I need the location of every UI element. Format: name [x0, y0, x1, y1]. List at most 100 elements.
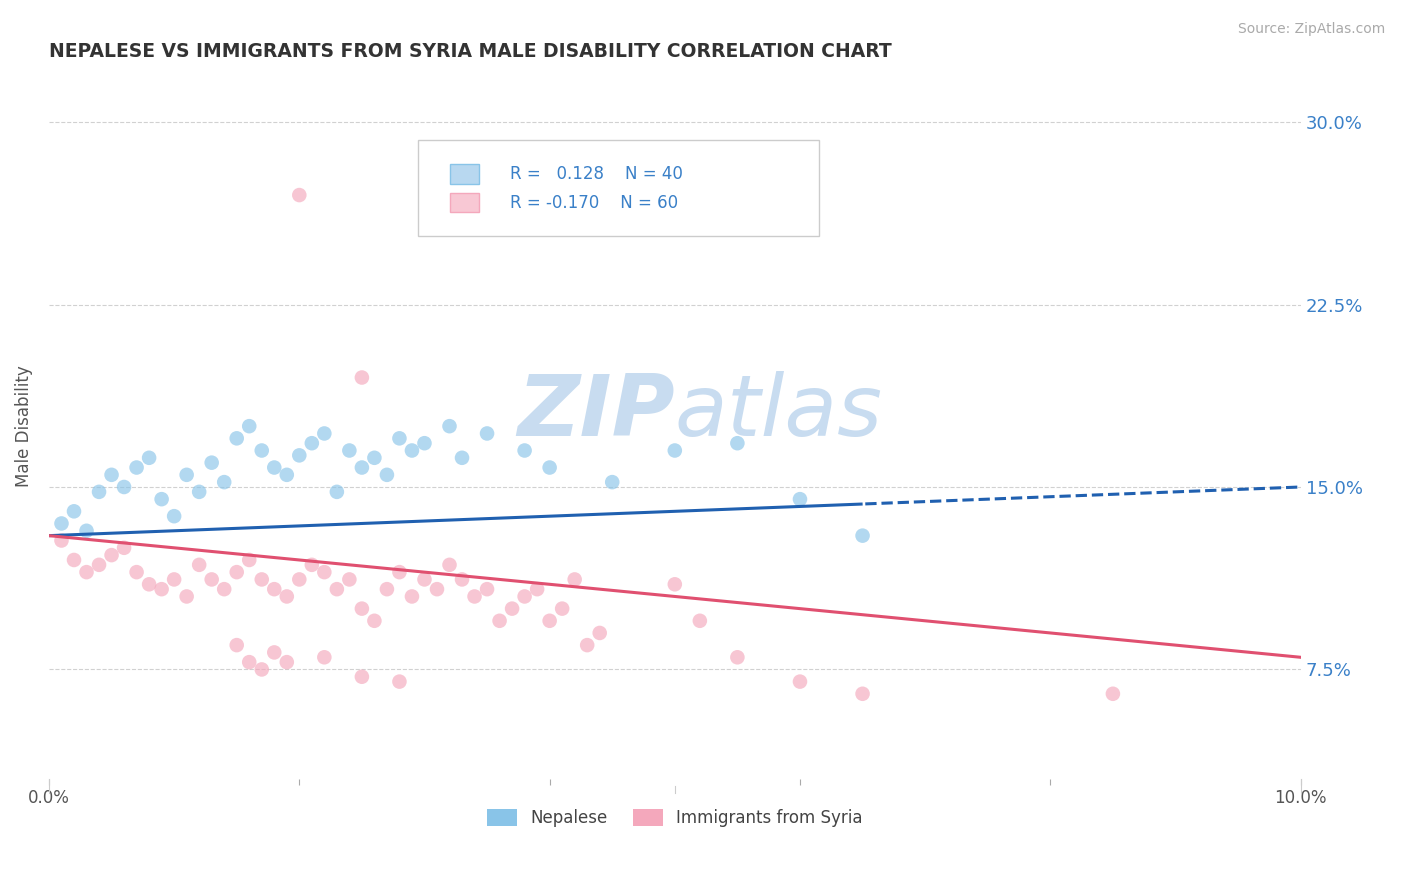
Point [388, 431, 411, 445]
Y-axis label: Male Disability: Male Disability [15, 366, 32, 487]
Point [501, 601, 523, 615]
Point [125, 460, 148, 475]
Point [413, 573, 436, 587]
Point [288, 448, 311, 462]
Legend: Nepalese, Immigrants from Syria: Nepalese, Immigrants from Syria [481, 803, 869, 834]
Point [664, 443, 686, 458]
Point [150, 492, 173, 507]
Point [212, 475, 235, 489]
Point [314, 650, 336, 665]
Point [326, 484, 349, 499]
Point [426, 582, 449, 596]
Text: R = -0.170    N = 60: R = -0.170 N = 60 [509, 194, 678, 211]
Point [51, 533, 73, 548]
Point [439, 558, 461, 572]
Point [225, 638, 247, 652]
Point [363, 614, 385, 628]
Point [63, 504, 86, 518]
Point [238, 553, 260, 567]
FancyBboxPatch shape [450, 164, 479, 184]
Point [337, 573, 360, 587]
Point [212, 582, 235, 596]
Point [263, 582, 285, 596]
Point [401, 443, 423, 458]
Point [138, 450, 160, 465]
Point [276, 590, 298, 604]
Point [363, 450, 385, 465]
Point [350, 601, 373, 615]
Point [350, 670, 373, 684]
Point [538, 460, 561, 475]
Point [87, 558, 110, 572]
Point [76, 565, 98, 579]
Text: atlas: atlas [675, 370, 883, 453]
Point [201, 456, 224, 470]
Point [276, 655, 298, 669]
Point [326, 582, 349, 596]
Point [301, 436, 323, 450]
Point [551, 601, 574, 615]
Point [288, 188, 311, 202]
Point [689, 614, 711, 628]
Point [250, 443, 273, 458]
Point [388, 565, 411, 579]
Point [589, 626, 612, 640]
Point [176, 590, 198, 604]
Point [664, 577, 686, 591]
Point [238, 655, 260, 669]
Point [188, 484, 211, 499]
Point [263, 460, 285, 475]
Point [125, 565, 148, 579]
Point [87, 484, 110, 499]
FancyBboxPatch shape [450, 193, 479, 212]
Point [188, 558, 211, 572]
Point [263, 645, 285, 659]
Point [163, 573, 186, 587]
Point [276, 467, 298, 482]
Point [413, 436, 436, 450]
Point [314, 426, 336, 441]
Point [163, 509, 186, 524]
Point [488, 614, 510, 628]
Point [600, 475, 623, 489]
Point [250, 662, 273, 676]
Point [100, 548, 122, 562]
Point [439, 419, 461, 434]
Text: Source: ZipAtlas.com: Source: ZipAtlas.com [1237, 22, 1385, 37]
Point [238, 419, 260, 434]
Point [475, 582, 498, 596]
Point [464, 590, 486, 604]
Point [513, 590, 536, 604]
Point [526, 582, 548, 596]
Point [475, 426, 498, 441]
Point [63, 553, 86, 567]
Point [725, 650, 748, 665]
Point [301, 558, 323, 572]
Point [851, 528, 873, 542]
Text: ZIP: ZIP [517, 370, 675, 453]
Point [538, 614, 561, 628]
Point [176, 467, 198, 482]
Point [451, 450, 474, 465]
Point [314, 565, 336, 579]
Point [138, 577, 160, 591]
Point [725, 436, 748, 450]
Point [375, 467, 398, 482]
Point [789, 674, 811, 689]
Point [851, 687, 873, 701]
Point [51, 516, 73, 531]
Point [337, 443, 360, 458]
Point [201, 573, 224, 587]
Point [451, 573, 474, 587]
Point [576, 638, 599, 652]
Point [112, 480, 135, 494]
Point [76, 524, 98, 538]
Point [375, 582, 398, 596]
Point [401, 590, 423, 604]
FancyBboxPatch shape [418, 140, 818, 235]
Point [150, 582, 173, 596]
Text: R =   0.128    N = 40: R = 0.128 N = 40 [509, 165, 682, 184]
Point [350, 460, 373, 475]
Point [1102, 687, 1125, 701]
Point [789, 492, 811, 507]
